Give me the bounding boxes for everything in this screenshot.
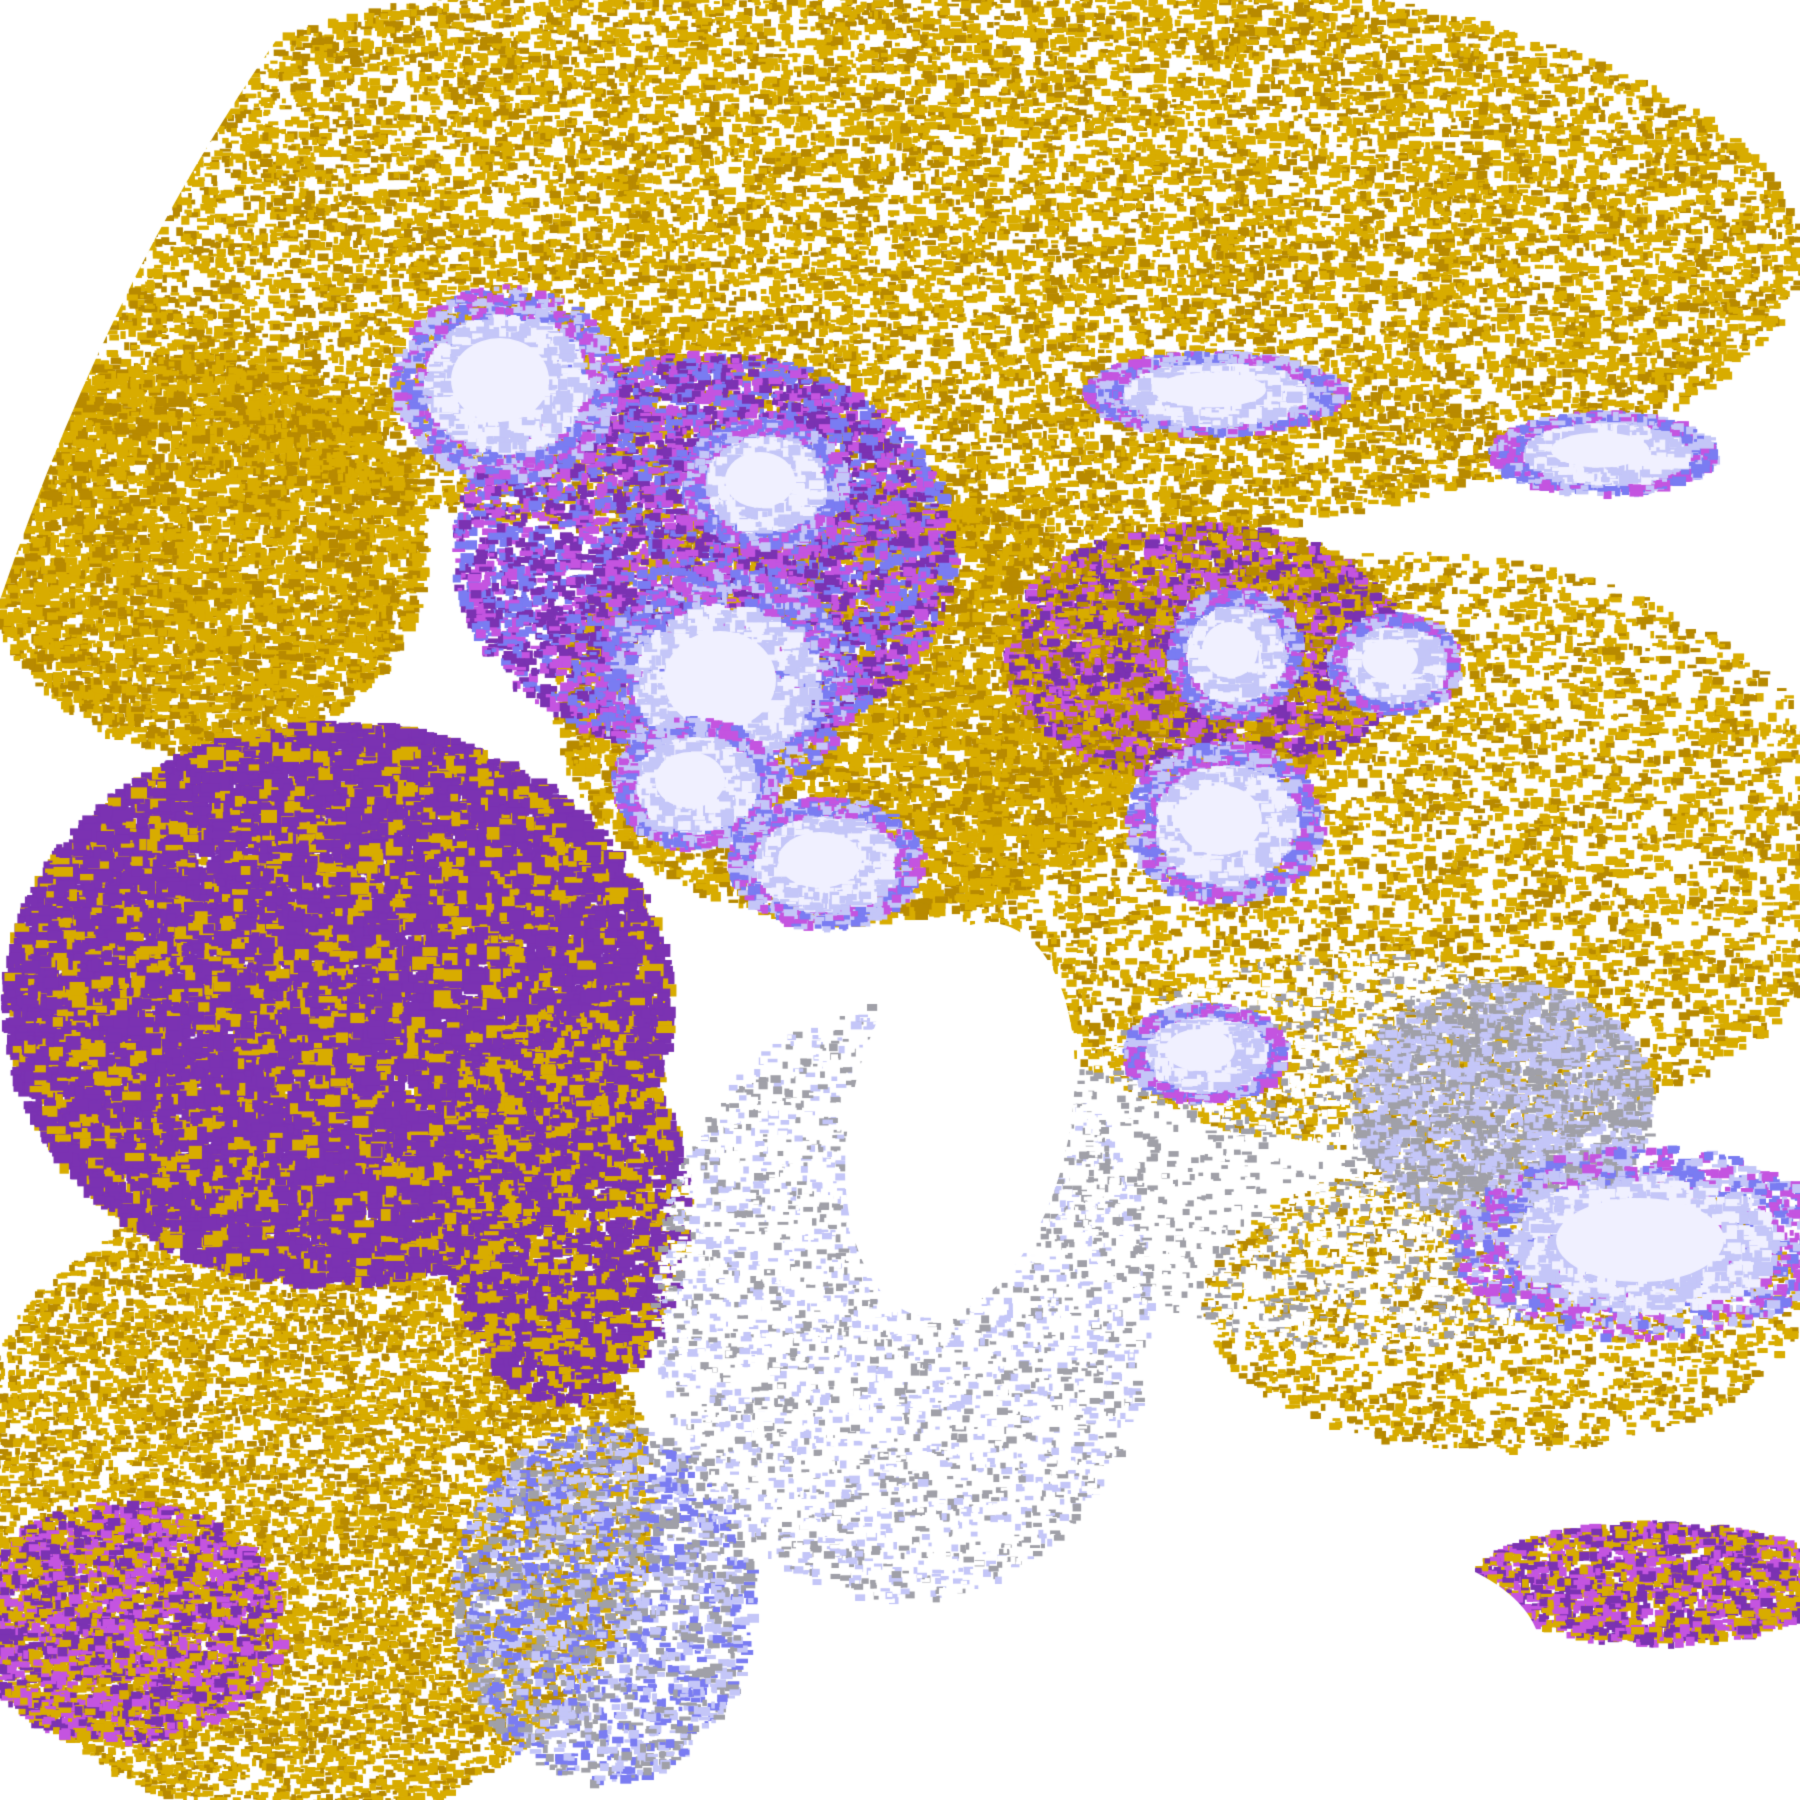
cloud-classification-map (0, 0, 1800, 1800)
satellite-image (0, 0, 1800, 1800)
